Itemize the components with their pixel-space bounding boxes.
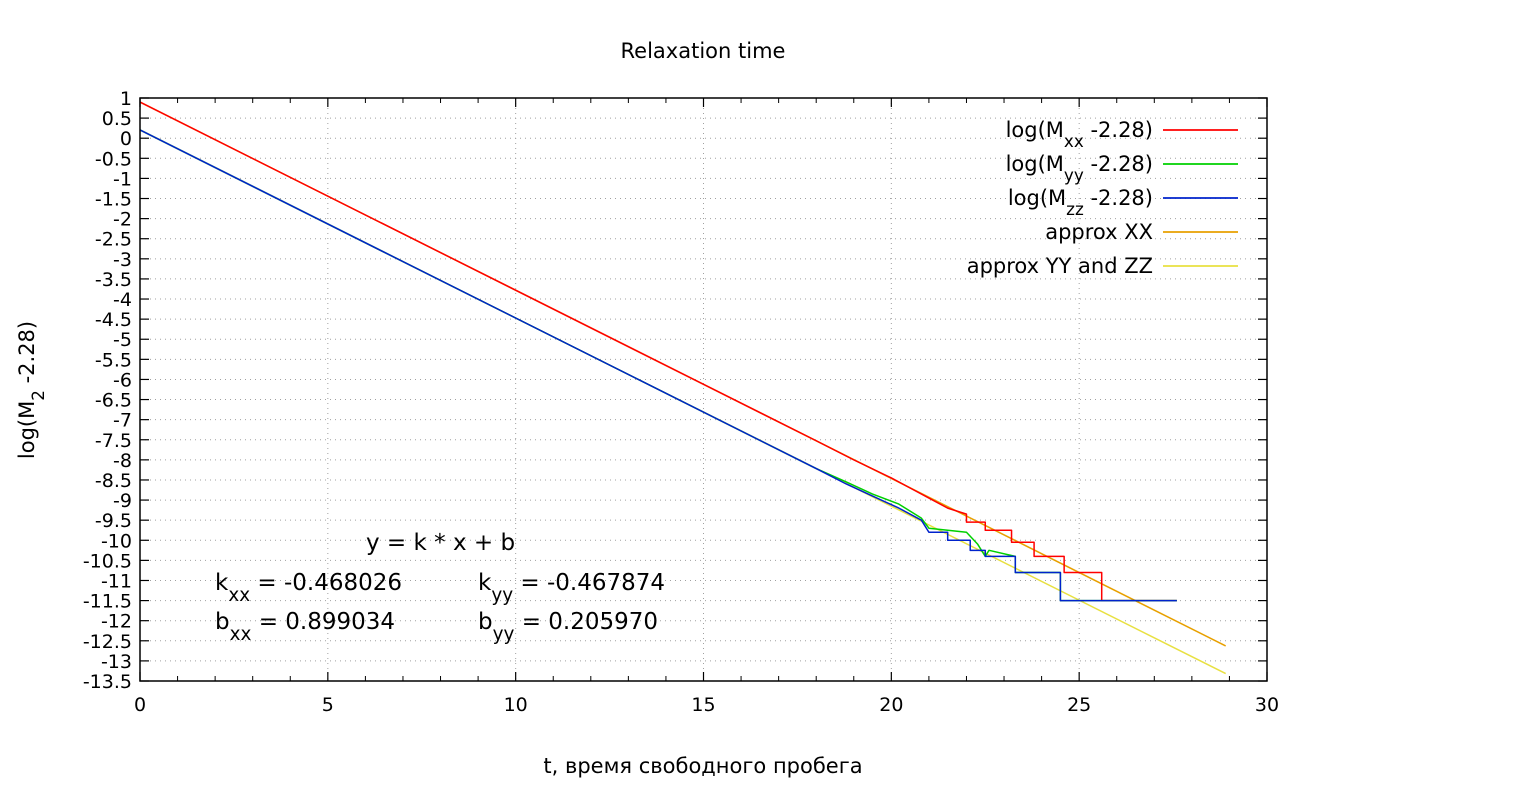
label-base: log(M	[1006, 118, 1064, 142]
x-tick-label: 0	[134, 694, 146, 716]
y-tick-label: 0.5	[102, 108, 132, 130]
label-rest: = 0.899034	[251, 609, 395, 635]
y-tick-label: -12.5	[83, 631, 132, 653]
fit-annotation: kyy = -0.467874	[478, 570, 665, 606]
y-tick-label: -13.5	[83, 671, 132, 693]
label-rest: = 0.205970	[514, 609, 658, 635]
grid	[140, 98, 1267, 681]
label-base: k	[215, 570, 229, 596]
y-tick-label: -2.5	[95, 229, 132, 251]
x-tick-label: 15	[691, 694, 715, 716]
label-subscript: yy	[493, 624, 515, 645]
axes: 0 5 10 15 20 25 3010.50-0.5-1-1.5-2-2.5-3-3.5-…	[83, 88, 1279, 716]
legend-entry-label: approx XX	[1045, 220, 1153, 244]
label-subscript: zz	[1066, 199, 1084, 219]
y-tick-label: -13	[101, 651, 132, 673]
y-tick-label: -3.5	[95, 269, 132, 291]
y-tick-label: -8.5	[95, 470, 132, 492]
y-tick-label: -8	[113, 450, 132, 472]
y-tick-label: -10	[101, 530, 132, 552]
fit-annotation: bxx = 0.899034	[215, 609, 395, 645]
y-tick-label: -2	[113, 209, 132, 231]
y-tick-label: -6.5	[95, 390, 132, 412]
label-subscript: xx	[230, 624, 252, 645]
y-tick-label: -3	[113, 249, 132, 271]
legend-entry-label: log(Mzz -2.28)	[1008, 186, 1153, 219]
y-tick-label: -10.5	[83, 550, 132, 572]
y-tick-label: -7.5	[95, 430, 132, 452]
x-tick-label: 5	[322, 694, 334, 716]
y-tick-label: -11	[101, 570, 132, 592]
series-line-0	[139, 101, 1177, 602]
y-axis-label: log(M2 -2.28)	[15, 321, 48, 459]
label-base: k	[478, 570, 492, 596]
label-rest: -2.28)	[1084, 118, 1153, 142]
label-rest: -2.28)	[1084, 186, 1153, 210]
x-axis-label: t, время свободного пробега	[543, 754, 862, 778]
x-tick-label: 25	[1067, 694, 1091, 716]
label-subscript: yy	[491, 585, 513, 606]
chart-title: Relaxation time	[621, 39, 786, 63]
x-tick-label: 20	[879, 694, 903, 716]
y-tick-label: -1.5	[95, 189, 132, 211]
x-tick-label: 30	[1255, 694, 1279, 716]
y-tick-label: -1	[113, 168, 132, 190]
y-tick-label: -12	[101, 611, 132, 633]
label-base: b	[478, 609, 493, 635]
y-tick-label: -5.5	[95, 349, 132, 371]
label-base: log(M	[1006, 152, 1064, 176]
label-subscript: yy	[1064, 165, 1084, 185]
y-tick-label: -9.5	[95, 510, 132, 532]
label-subscript: xx	[228, 585, 250, 606]
label-base: b	[215, 609, 230, 635]
y-tick-label: -5	[113, 329, 132, 351]
y-tick-label: -7	[113, 410, 132, 432]
series-line-2	[139, 129, 1177, 602]
y-tick-label: -4.5	[95, 309, 132, 331]
label-rest: -2.28)	[1084, 152, 1153, 176]
legend-entry-label: log(Mxx -2.28)	[1006, 118, 1153, 151]
label-subscript: 2	[28, 390, 48, 401]
legend: log(Mxx -2.28)log(Myy -2.28)log(Mzz -2.2…	[967, 118, 1238, 278]
y-tick-label: 0	[120, 128, 132, 150]
y-tick-label: -6	[113, 369, 132, 391]
label-rest: = -0.468026	[250, 570, 402, 596]
y-tick-label: 1	[120, 88, 132, 110]
label-base: log(M	[1008, 186, 1066, 210]
y-tick-label: -0.5	[95, 148, 132, 170]
plot-area	[139, 101, 1227, 675]
x-tick-label: 10	[504, 694, 528, 716]
label-subscript: xx	[1064, 131, 1084, 151]
fit-annotation: y = k * x + b	[366, 530, 515, 556]
y-tick-label: -9	[113, 490, 132, 512]
label-base: log(M	[15, 401, 39, 459]
fit-annotation: byy = 0.205970	[478, 609, 658, 645]
y-tick-label: -4	[113, 289, 132, 311]
label-base: y = k * x + b	[366, 530, 515, 556]
label-rest: = -0.467874	[513, 570, 665, 596]
label-rest: -2.28)	[15, 321, 39, 390]
y-tick-label: -11.5	[83, 591, 132, 613]
legend-entry-label: log(Myy -2.28)	[1006, 152, 1153, 185]
legend-entry-label: approx YY and ZZ	[967, 254, 1153, 278]
fit-annotation: kxx = -0.468026	[215, 570, 402, 606]
